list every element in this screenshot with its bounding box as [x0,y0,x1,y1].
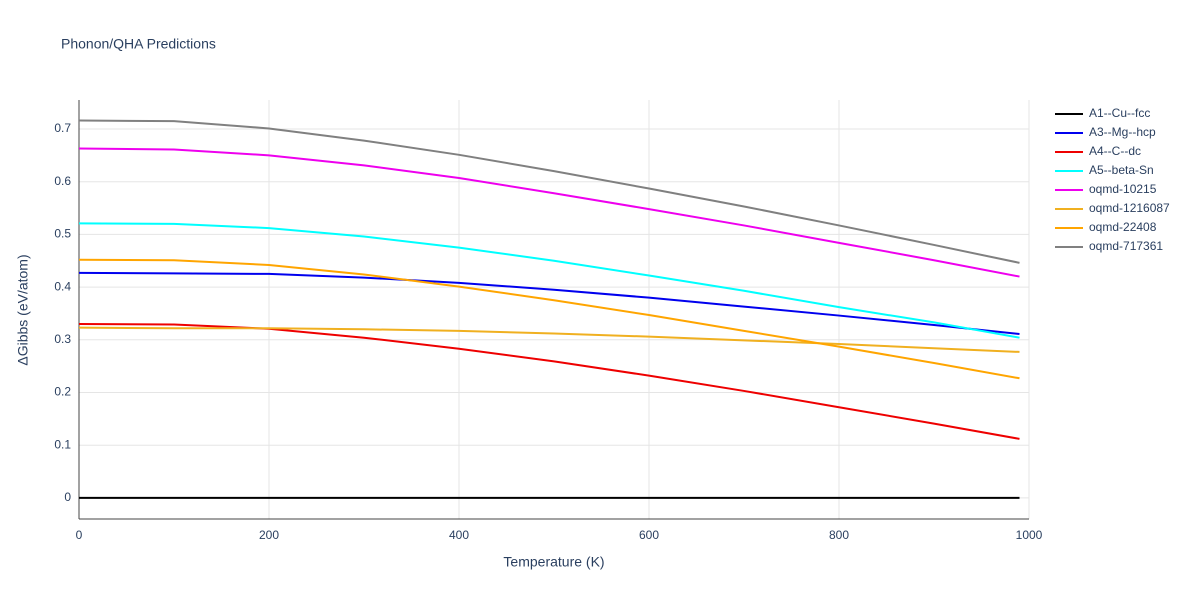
series-line [78,147,1020,278]
x-tick-label: 600 [639,528,659,542]
x-tick-label: 200 [259,528,279,542]
legend-label: oqmd-717361 [1089,239,1163,253]
y-tick-label: 0.1 [54,437,71,451]
series-line [78,258,1020,380]
legend-label: A3--Mg--hcp [1089,125,1156,139]
y-tick-label: 0.6 [54,174,71,188]
x-axis-label: Temperature (K) [503,554,604,570]
legend-label: oqmd-22408 [1089,220,1157,234]
y-tick-label: 0.5 [54,227,71,241]
legend-label: oqmd-1216087 [1089,201,1170,215]
x-tick-label: 1000 [1016,528,1043,542]
x-tick-label: 800 [829,528,849,542]
series-line [78,326,1020,353]
x-tick-label: 400 [449,528,469,542]
y-tick-label: 0.7 [54,121,71,135]
series-line [78,322,1020,440]
legend-label: A4--C--dc [1089,144,1141,158]
x-tick-label: 0 [76,528,83,542]
y-axis-label: ΔGibbs (eV/atom) [15,254,31,365]
legend-label: A1--Cu--fcc [1089,106,1150,120]
y-tick-label: 0.3 [54,332,71,346]
y-tick-label: 0.2 [54,385,71,399]
chart-title: Phonon/QHA Predictions [61,36,216,52]
legend-label: oqmd-10215 [1089,182,1157,196]
series-line [78,222,1020,339]
legend-label: A5--beta-Sn [1089,163,1154,177]
series-line [78,271,1020,336]
y-tick-label: 0.4 [54,279,71,293]
y-tick-label: 0 [64,490,71,504]
series-line [78,119,1020,264]
